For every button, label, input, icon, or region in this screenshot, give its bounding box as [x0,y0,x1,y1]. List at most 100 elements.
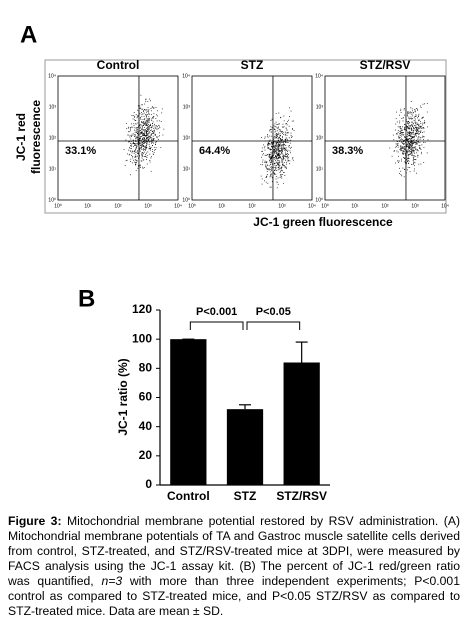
event-dot [399,127,401,129]
event-dot [409,125,411,127]
event-dot [419,145,421,147]
event-dot [270,128,272,130]
event-dot [149,160,151,161]
event-dot [404,129,406,130]
event-dot [137,142,139,144]
event-dot [274,152,276,154]
event-dot [392,134,394,136]
event-dot [421,117,423,119]
event-dot [275,137,277,139]
event-dot [136,146,137,148]
event-dot [426,152,428,154]
event-dot [287,142,289,143]
event-dot [289,163,290,165]
event-dot [419,128,421,130]
event-dot [147,130,149,132]
event-dot [144,134,145,135]
event-dot [139,164,141,166]
event-dot [135,144,136,146]
event-dot [412,131,414,133]
event-dot [285,145,287,146]
event-dot [144,156,146,157]
x-tick-label: 10⁴ [308,203,316,209]
event-dot [423,136,424,138]
event-dot [293,130,295,131]
event-dot [275,168,277,170]
event-dot [266,168,267,170]
event-dot [290,132,292,134]
event-dot [408,124,410,126]
event-dot [144,129,146,130]
event-dot [408,144,410,146]
event-dot [274,173,276,174]
event-dot [289,145,290,146]
event-dot [265,162,267,164]
event-dot [290,147,291,149]
event-dot [137,127,138,129]
event-dot [134,150,136,152]
event-dot [145,147,147,149]
event-dot [279,177,281,178]
event-dot [135,159,137,161]
event-dot [409,142,411,143]
event-dot [279,138,281,140]
event-dot [401,175,403,177]
event-dot [411,124,413,126]
event-dot [133,139,134,141]
event-dot [292,159,294,161]
event-dot [283,166,285,168]
event-dot [134,135,136,137]
event-dot [411,145,413,146]
event-dot [149,161,151,163]
event-dot [137,165,139,167]
event-dot [135,162,136,164]
event-dot [132,118,134,120]
event-dot [152,133,153,134]
event-dot [162,134,164,136]
event-dot [280,147,282,148]
event-dot [396,133,398,135]
event-dot [423,141,424,143]
event-dot [147,114,148,116]
event-dot [131,123,132,125]
event-dot [269,139,271,141]
event-dot [276,152,278,153]
event-dot [147,129,148,130]
event-dot [146,135,148,136]
event-dot [129,136,131,138]
significance-label: P<0.001 [196,306,237,318]
event-dot [282,170,283,172]
event-dot [411,141,412,142]
event-dot [423,162,425,163]
event-dot [397,130,399,131]
event-dot [407,160,409,161]
event-dot [141,133,143,135]
event-dot [409,133,410,134]
event-dot [135,137,136,139]
event-dot [410,107,412,109]
event-dot [153,116,155,117]
event-dot [415,142,417,144]
event-dot [412,118,413,119]
event-dot [141,116,143,117]
event-dot [407,158,409,159]
event-dot [267,182,269,184]
event-dot [270,171,272,173]
event-dot [273,137,274,139]
event-dot [277,147,279,148]
event-dot [280,166,282,168]
event-dot [403,109,405,111]
event-dot [275,145,277,147]
event-dot [411,124,412,126]
event-dot [139,150,141,152]
event-dot [292,158,293,160]
event-dot [137,129,138,131]
event-dot [271,161,272,163]
event-dot [418,126,420,128]
event-dot [422,132,423,133]
event-dot [281,161,283,163]
event-dot [411,154,412,156]
event-dot [422,117,424,118]
event-dot [406,137,408,139]
event-dot [269,153,271,155]
